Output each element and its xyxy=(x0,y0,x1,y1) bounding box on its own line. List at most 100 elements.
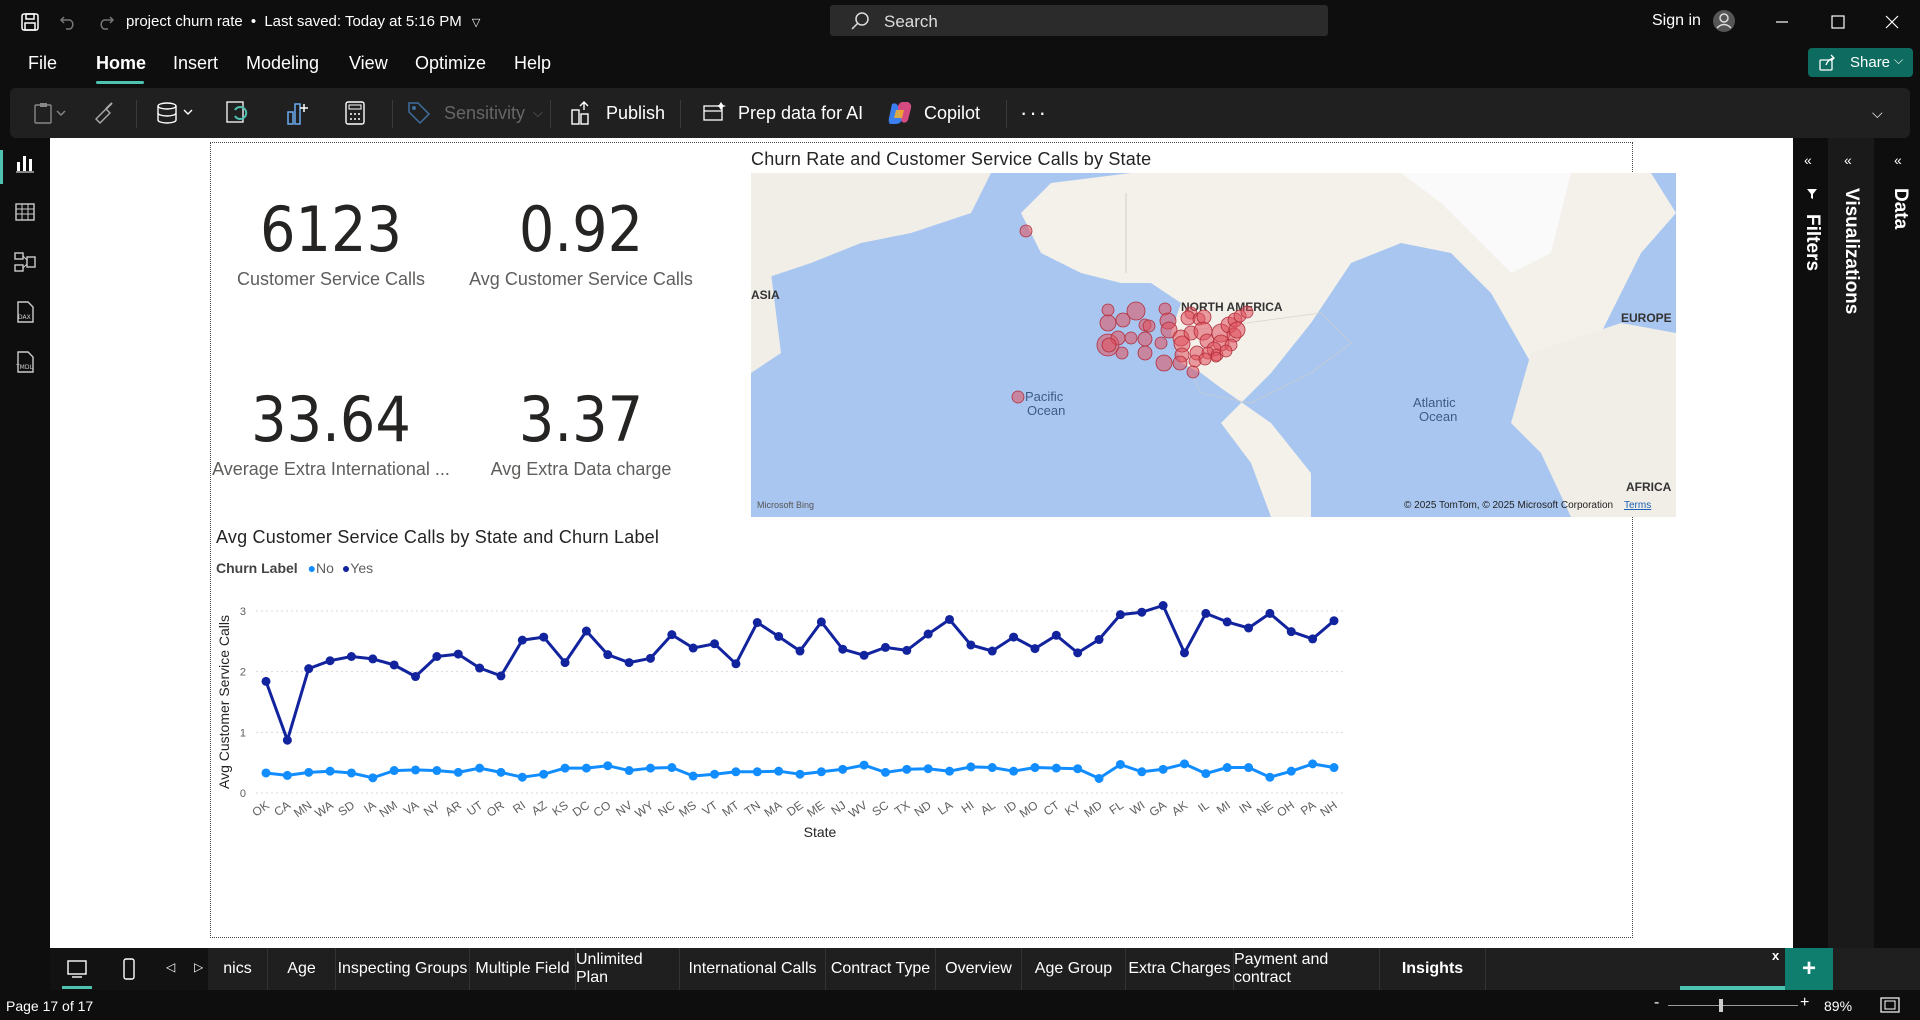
desktop-layout-icon[interactable] xyxy=(66,958,88,980)
legend-item-yes[interactable]: Yes xyxy=(350,560,374,576)
tab-extra-charges[interactable]: Extra Charges xyxy=(1126,948,1234,990)
menu-optimize[interactable]: Optimize xyxy=(415,53,487,73)
data-point xyxy=(325,766,335,776)
visualizations-pane[interactable]: « Visualizations xyxy=(1828,138,1874,948)
paste-button[interactable] xyxy=(32,97,68,129)
menu-insert[interactable]: Insert xyxy=(173,53,219,73)
tab-insights[interactable]: Insights xyxy=(1380,948,1486,990)
map-bubble xyxy=(1099,314,1117,332)
data-point xyxy=(795,646,805,656)
x-tick-label: IL xyxy=(1195,798,1211,815)
x-tick-label: MO xyxy=(1017,798,1041,821)
publish-button[interactable]: Publish xyxy=(570,97,665,129)
x-tick-label: WA xyxy=(312,798,336,820)
tab-contract-type[interactable]: Contract Type xyxy=(826,948,936,990)
tab-multiple-field[interactable]: Multiple Field xyxy=(470,948,576,990)
account-icon[interactable] xyxy=(1712,9,1736,33)
save-icon[interactable] xyxy=(18,10,42,34)
tab-nics[interactable]: nics xyxy=(208,948,268,990)
tab-age[interactable]: Age xyxy=(268,948,336,990)
tab-overview[interactable]: Overview xyxy=(936,948,1022,990)
data-point xyxy=(1051,763,1061,773)
chevron-down-icon: ⌵ xyxy=(1894,53,1904,67)
model-view-icon[interactable] xyxy=(13,250,37,274)
data-point xyxy=(1179,648,1189,658)
collapse-ribbon-button[interactable]: ⌵ xyxy=(1872,97,1883,129)
sign-in-button[interactable]: Sign in xyxy=(1652,12,1701,30)
report-canvas: 6123 Customer Service Calls 0.92 Avg Cus… xyxy=(50,138,1793,948)
close-icon[interactable] xyxy=(1884,14,1900,30)
new-visual-button[interactable] xyxy=(284,97,310,129)
get-data-button[interactable] xyxy=(154,97,198,129)
map-bubble xyxy=(1240,305,1254,319)
maximize-icon[interactable] xyxy=(1830,14,1846,30)
kpi-value: 0.92 xyxy=(518,193,644,266)
menu-modeling[interactable]: Modeling xyxy=(246,53,320,73)
refresh-button[interactable] xyxy=(224,97,250,129)
map-bubble xyxy=(1172,355,1188,371)
x-tick-label: NM xyxy=(377,798,400,820)
zoom-out-button[interactable]: - xyxy=(1654,994,1660,1011)
menu-home[interactable]: Home xyxy=(96,53,147,73)
map-bubble xyxy=(1115,346,1129,360)
active-menu-indicator xyxy=(96,81,144,84)
format-painter-button[interactable] xyxy=(92,97,116,129)
tab-international-calls[interactable]: International Calls xyxy=(680,948,826,990)
tmdl-view-icon[interactable]: TMDL xyxy=(13,350,37,374)
document-title[interactable]: project churn rate • Last saved: Today a… xyxy=(126,13,480,30)
data-point xyxy=(1094,773,1104,783)
close-tab-icon[interactable]: x xyxy=(1772,948,1780,963)
new-measure-button[interactable] xyxy=(344,97,366,129)
map-terms-link[interactable]: Terms xyxy=(1624,500,1652,511)
expand-icon[interactable]: « xyxy=(1844,152,1852,168)
data-point xyxy=(1051,630,1061,640)
dax-query-icon[interactable]: DAX xyxy=(13,300,37,324)
menu-file[interactable]: File xyxy=(28,53,58,73)
zoom-slider-thumb[interactable] xyxy=(1719,999,1723,1012)
map-visual[interactable]: NORTH AMERICA EUROPE ASIA AFRICA Pacific… xyxy=(751,173,1676,517)
search-box[interactable]: Search xyxy=(830,5,1328,36)
tab-payment-and-contract[interactable]: Payment and contract xyxy=(1234,948,1380,990)
map-attribution: © 2025 TomTom, © 2025 Microsoft Corporat… xyxy=(1404,500,1614,511)
tab-age-group[interactable]: Age Group xyxy=(1022,948,1126,990)
map-bubbles xyxy=(1011,224,1254,404)
legend-item-no[interactable]: No xyxy=(316,560,334,576)
data-point xyxy=(1222,617,1232,627)
zoom-slider-track[interactable] xyxy=(1668,1005,1798,1006)
x-tick-label: NE xyxy=(1254,798,1276,819)
tab-inspecting-groups[interactable]: Inspecting Groups xyxy=(336,948,470,990)
data-point xyxy=(859,760,869,770)
scroll-left-icon[interactable]: ◁ xyxy=(166,960,176,974)
redo-icon[interactable] xyxy=(94,10,118,34)
data-point xyxy=(1115,610,1125,620)
table-view-icon[interactable] xyxy=(13,200,37,224)
map-bubble xyxy=(1101,303,1115,317)
data-point xyxy=(816,617,826,627)
mobile-layout-icon[interactable] xyxy=(122,958,136,980)
right-panes: « Filters « Visualizations « Data xyxy=(1793,138,1920,948)
tab-unlimited-plan[interactable]: Unlimited Plan xyxy=(576,948,680,990)
report-view-icon[interactable] xyxy=(13,150,37,174)
undo-icon[interactable] xyxy=(56,10,80,34)
data-point xyxy=(603,650,613,660)
scroll-right-icon[interactable]: ▷ xyxy=(194,960,204,974)
data-point xyxy=(1265,772,1275,782)
share-button[interactable]: Share ⌵ xyxy=(1808,48,1913,77)
map-label-pacific-ocean: Ocean xyxy=(1027,403,1066,418)
prep-data-button[interactable]: Prep data for AI xyxy=(702,97,863,129)
add-page-button[interactable]: + xyxy=(1785,948,1833,990)
expand-icon[interactable]: « xyxy=(1804,152,1812,168)
sensitivity-button[interactable]: Sensitivity ⌵ xyxy=(406,97,543,129)
copilot-button[interactable]: Copilot xyxy=(886,97,980,129)
expand-icon[interactable]: « xyxy=(1894,152,1902,168)
menu-help[interactable]: Help xyxy=(514,53,552,73)
data-point xyxy=(902,764,912,774)
minimize-icon[interactable] xyxy=(1774,14,1790,30)
zoom-in-button[interactable]: + xyxy=(1800,994,1810,1011)
kpi-value: 6123 xyxy=(260,193,402,266)
data-point xyxy=(1286,766,1296,776)
menu-view[interactable]: View xyxy=(349,53,388,73)
fit-to-page-icon[interactable] xyxy=(1880,997,1900,1013)
more-options-button[interactable]: ··· xyxy=(1020,97,1048,129)
